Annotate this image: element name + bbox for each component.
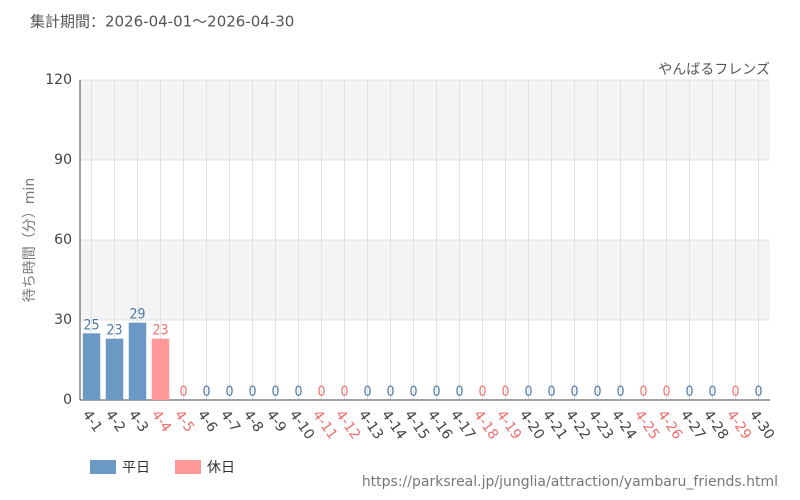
legend-label: 平日 bbox=[122, 460, 150, 476]
chart-title: 集計期間：2026-04-01～2026-04-30 bbox=[30, 13, 294, 31]
x-tick-label: 4-7 bbox=[217, 407, 243, 435]
data-label: 0 bbox=[685, 384, 693, 400]
data-label: 23 bbox=[152, 323, 168, 339]
x-tick-label: 4-30 bbox=[746, 407, 777, 442]
legend-swatch bbox=[175, 460, 201, 474]
x-tick-label: 4-6 bbox=[194, 407, 220, 435]
x-tick-label: 4-29 bbox=[723, 407, 754, 442]
bar bbox=[82, 333, 101, 400]
data-label: 0 bbox=[708, 384, 716, 400]
data-label: 0 bbox=[616, 384, 624, 400]
data-label: 25 bbox=[83, 317, 99, 333]
x-tick-label: 4-28 bbox=[700, 407, 731, 442]
data-label: 0 bbox=[432, 384, 440, 400]
data-label: 0 bbox=[363, 384, 371, 400]
data-label: 0 bbox=[547, 384, 555, 400]
data-label: 0 bbox=[294, 384, 302, 400]
y-tick-label: 30 bbox=[54, 312, 72, 328]
data-label: 0 bbox=[754, 384, 762, 400]
data-label: 0 bbox=[639, 384, 647, 400]
x-tick-label: 4-1 bbox=[79, 407, 105, 435]
data-label: 0 bbox=[501, 384, 509, 400]
plot-band bbox=[80, 240, 770, 320]
data-label: 0 bbox=[409, 384, 417, 400]
data-label: 29 bbox=[129, 307, 145, 323]
x-tick-label: 4-21 bbox=[539, 407, 570, 442]
x-tick-label: 4-16 bbox=[424, 407, 455, 442]
x-tick-label: 4-4 bbox=[148, 407, 174, 435]
plot-band bbox=[80, 80, 770, 160]
x-tick-label: 4-5 bbox=[171, 407, 197, 435]
x-tick-label: 4-13 bbox=[355, 407, 386, 442]
bar bbox=[128, 322, 147, 400]
data-label: 0 bbox=[386, 384, 394, 400]
legend-swatch bbox=[90, 460, 116, 474]
y-tick-label: 0 bbox=[63, 392, 72, 408]
x-tick-label: 4-23 bbox=[585, 407, 616, 442]
data-label: 0 bbox=[225, 384, 233, 400]
data-label: 0 bbox=[524, 384, 532, 400]
data-label: 23 bbox=[106, 323, 122, 339]
x-tick-label: 4-11 bbox=[309, 407, 340, 442]
bar bbox=[105, 338, 124, 400]
data-label: 0 bbox=[478, 384, 486, 400]
x-tick-label: 4-2 bbox=[102, 407, 128, 435]
y-tick-label: 90 bbox=[54, 152, 72, 168]
x-tick-label: 4-25 bbox=[631, 407, 662, 442]
x-tick-label: 4-27 bbox=[677, 407, 708, 442]
data-label: 0 bbox=[593, 384, 601, 400]
x-tick-label: 4-19 bbox=[493, 407, 524, 442]
x-tick-label: 4-20 bbox=[516, 407, 547, 442]
data-label: 0 bbox=[455, 384, 463, 400]
x-tick-label: 4-8 bbox=[240, 407, 266, 435]
x-tick-label: 4-9 bbox=[263, 407, 289, 435]
data-label: 0 bbox=[248, 384, 256, 400]
data-label: 0 bbox=[731, 384, 739, 400]
x-tick-label: 4-17 bbox=[447, 407, 478, 442]
x-tick-label: 4-26 bbox=[654, 407, 685, 442]
data-label: 0 bbox=[317, 384, 325, 400]
data-label: 0 bbox=[340, 384, 348, 400]
x-tick-label: 4-14 bbox=[378, 407, 409, 442]
data-label: 0 bbox=[570, 384, 578, 400]
x-tick-label: 4-18 bbox=[470, 407, 501, 442]
x-tick-label: 4-24 bbox=[608, 407, 639, 442]
x-tick-label: 4-22 bbox=[562, 407, 593, 442]
x-tick-label: 4-10 bbox=[286, 407, 317, 442]
data-label: 0 bbox=[202, 384, 210, 400]
x-tick-label: 4-15 bbox=[401, 407, 432, 442]
data-label: 0 bbox=[662, 384, 670, 400]
x-tick-label: 4-12 bbox=[332, 407, 363, 442]
data-label: 0 bbox=[179, 384, 187, 400]
bar bbox=[151, 338, 170, 400]
chart-subtitle: やんばるフレンズ bbox=[658, 62, 770, 78]
y-tick-label: 120 bbox=[45, 72, 72, 88]
y-tick-label: 60 bbox=[54, 232, 72, 248]
legend-label: 休日 bbox=[207, 460, 235, 476]
source-url: https://parksreal.jp/junglia/attraction/… bbox=[362, 474, 778, 490]
y-axis-title: 待ち時間（分）min bbox=[22, 178, 38, 302]
data-label: 0 bbox=[271, 384, 279, 400]
x-tick-label: 4-3 bbox=[125, 407, 151, 435]
